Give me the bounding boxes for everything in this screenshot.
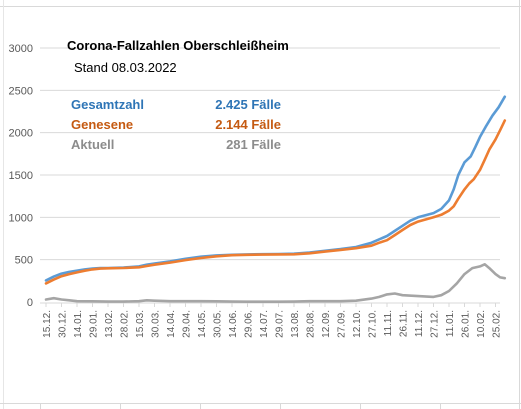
x-tick-label: 28.02.	[120, 310, 131, 338]
x-tick-label: 27.12.	[430, 310, 441, 338]
legend-value: 281 Fälle	[226, 137, 281, 152]
sheet-frame-bottom	[0, 403, 521, 404]
y-tick-label: 0	[27, 297, 33, 309]
x-tick-label: 25.02.	[492, 310, 503, 338]
x-tick-label: 14.01.	[73, 310, 84, 338]
y-tick-label: 1500	[9, 170, 33, 182]
x-tick-label: 27.09.	[337, 310, 348, 338]
x-tick-label: 26.01.	[461, 310, 472, 338]
series-line-aktuell	[44, 263, 507, 303]
y-tick-label: 500	[15, 255, 33, 267]
sheet-column-divider	[120, 403, 121, 409]
x-tick-label: 27.10.	[368, 310, 379, 338]
x-tick-label: 14.06.	[228, 310, 239, 338]
legend-label: Aktuell	[71, 137, 115, 152]
y-tick-label: 3000	[9, 43, 33, 55]
x-tick-label: 15.03.	[135, 310, 146, 338]
series-lines	[44, 95, 507, 303]
legend-value: 2.425 Fälle	[215, 97, 281, 112]
sheet-column-divider	[360, 403, 361, 409]
x-tick-label: 14.05.	[197, 310, 208, 338]
sheet-column-divider	[40, 403, 41, 409]
x-tick-label: 29.07.	[275, 310, 286, 338]
sheet-frame-left	[3, 0, 4, 409]
y-tick-label: 2000	[9, 128, 33, 140]
x-axis: 15.12. 30.12. 14.01. 29.01. 13.02. 28.02. 15.0…	[40, 302, 503, 338]
sheet-column-divider	[440, 403, 441, 409]
x-tick-label: 13.08.	[290, 310, 301, 338]
x-tick-label: 29.04.	[182, 310, 193, 338]
x-tick-label: 14.04.	[166, 310, 177, 338]
series-line-genesene	[44, 119, 507, 285]
legend-value: 2.144 Fälle	[215, 117, 281, 132]
x-tick-label: 14.07.	[259, 310, 270, 338]
sheet-column-divider	[280, 403, 281, 409]
x-tick-label: 13.02.	[104, 310, 115, 338]
sheet-column-divider	[200, 403, 201, 409]
x-tick-label: 30.12.	[58, 310, 69, 338]
y-tick-label: 2500	[9, 85, 33, 97]
x-tick-label: 12.09.	[321, 310, 332, 338]
x-tick-label: 11.01.	[445, 310, 456, 337]
x-tick-label: 26.11.	[399, 310, 410, 337]
legend-label: Gesamtzahl	[71, 97, 144, 112]
x-tick-label: 30.05.	[213, 310, 224, 338]
x-tick-label: 28.08.	[306, 310, 317, 338]
sheet-frame-top	[0, 0, 521, 7]
y-axis: 0 500 1000 1500 2000 2500 3000	[9, 43, 33, 309]
x-tick-label: 12.10.	[352, 310, 363, 338]
x-tick-label: 11.11.	[383, 310, 394, 336]
chart-subtitle: Stand 08.03.2022	[74, 60, 177, 75]
x-tick-label: 10.02.	[476, 310, 487, 338]
x-tick-label: 11.12.	[414, 310, 425, 337]
x-tick-label: 15.12.	[42, 310, 53, 338]
x-tick-label: 29.01.	[89, 310, 100, 338]
x-tick-label: 29.06.	[244, 310, 255, 338]
y-tick-label: 1000	[9, 212, 33, 224]
gridlines	[40, 47, 500, 261]
legend-label: Genesene	[71, 117, 134, 132]
chart-title: Corona-Fallzahlen Oberschleißheim	[67, 38, 289, 53]
x-tick-label: 30.03.	[151, 310, 162, 338]
sheet-frame-right	[519, 0, 520, 409]
